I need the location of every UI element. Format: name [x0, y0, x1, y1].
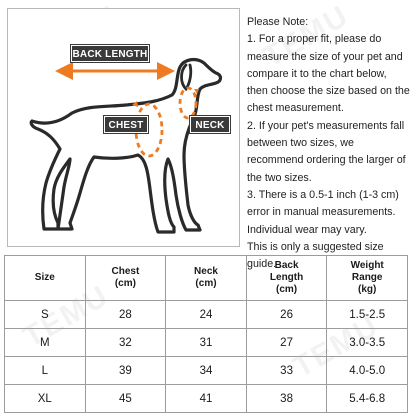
- header-line: (cm): [276, 284, 298, 295]
- header-line: Size: [34, 272, 55, 283]
- note-item-1: 1. For a proper fit, please do measure t…: [247, 33, 410, 115]
- dog-ear: [180, 63, 193, 92]
- table-row: S 28 24 26 1.5-2.5: [4, 300, 408, 329]
- chest-ring-arrow: [132, 101, 138, 107]
- header-weight-range: Weight Range (kg): [326, 255, 408, 301]
- size-note: Please Note: 1. For a proper fit, please…: [247, 14, 410, 273]
- table-row: L 39 34 33 4.0-5.0: [4, 356, 408, 385]
- back-length-tag: BACK LENGTH: [70, 44, 150, 63]
- chest-cell: 32: [84, 328, 167, 357]
- header-neck: Neck (cm): [165, 255, 247, 301]
- weight-cell: 4.0-5.0: [326, 356, 408, 385]
- header-size: Size: [4, 255, 86, 301]
- weight-cell: 3.0-3.5: [326, 328, 408, 357]
- table-header-row: Size Chest (cm) Neck (cm) Back Length (cm) W…: [4, 255, 408, 301]
- header-line: Weight: [350, 260, 384, 271]
- chest-cell: 45: [84, 384, 167, 413]
- dog-outline: [29, 57, 223, 234]
- header-line: Length: [269, 272, 304, 283]
- header-line: Chest: [111, 266, 140, 277]
- chest-cell: 39: [84, 356, 167, 385]
- size-cell: M: [4, 328, 86, 357]
- neck-cell: 34: [165, 356, 247, 385]
- neck-cell: 41: [165, 384, 247, 413]
- neck-tag: NECK: [189, 115, 231, 134]
- header-back-length: Back Length (cm): [245, 255, 328, 301]
- table-row: M 32 31 27 3.0-3.5: [4, 328, 408, 357]
- back-length-cell: 33: [245, 356, 328, 385]
- neck-cell: 24: [165, 300, 247, 329]
- chest-tag: CHEST: [103, 115, 149, 134]
- weight-cell: 1.5-2.5: [326, 300, 408, 329]
- dog-measurement-diagram: BACK LENGTH CHEST NECK: [7, 8, 240, 247]
- note-item-2: 2. If your pet's measurements fall betwe…: [247, 119, 406, 184]
- weight-cell: 5.4-6.8: [326, 384, 408, 413]
- chest-measure-ring: [134, 102, 164, 158]
- neck-measure-ring: [178, 86, 198, 120]
- neck-ring-arrow: [194, 89, 199, 94]
- chest-cell: 28: [84, 300, 167, 329]
- dog-silhouette-illustration: [29, 57, 223, 234]
- back-length-cell: 26: [245, 300, 328, 329]
- header-line: (cm): [195, 278, 217, 289]
- note-item-3: 3. There is a 0.5-1 inch (1-3 cm) error …: [247, 188, 399, 236]
- header-chest: Chest (cm): [84, 255, 167, 301]
- header-line: Range: [351, 272, 383, 283]
- header-line: Neck: [194, 266, 218, 277]
- size-cell: L: [4, 356, 86, 385]
- size-cell: S: [4, 300, 86, 329]
- table-row: XL 45 41 38 5.4-6.8: [4, 384, 408, 413]
- header-line: (cm): [114, 278, 136, 289]
- header-line: (kg): [358, 284, 377, 295]
- back-length-cell: 27: [245, 328, 328, 357]
- size-cell: XL: [4, 384, 86, 413]
- back-length-cell: 38: [245, 384, 328, 413]
- header-line: Back: [274, 260, 299, 271]
- size-chart-table: Size Chest (cm) Neck (cm) Back Length (cm) W…: [4, 255, 408, 413]
- note-title: Please Note:: [247, 16, 309, 28]
- neck-cell: 31: [165, 328, 247, 357]
